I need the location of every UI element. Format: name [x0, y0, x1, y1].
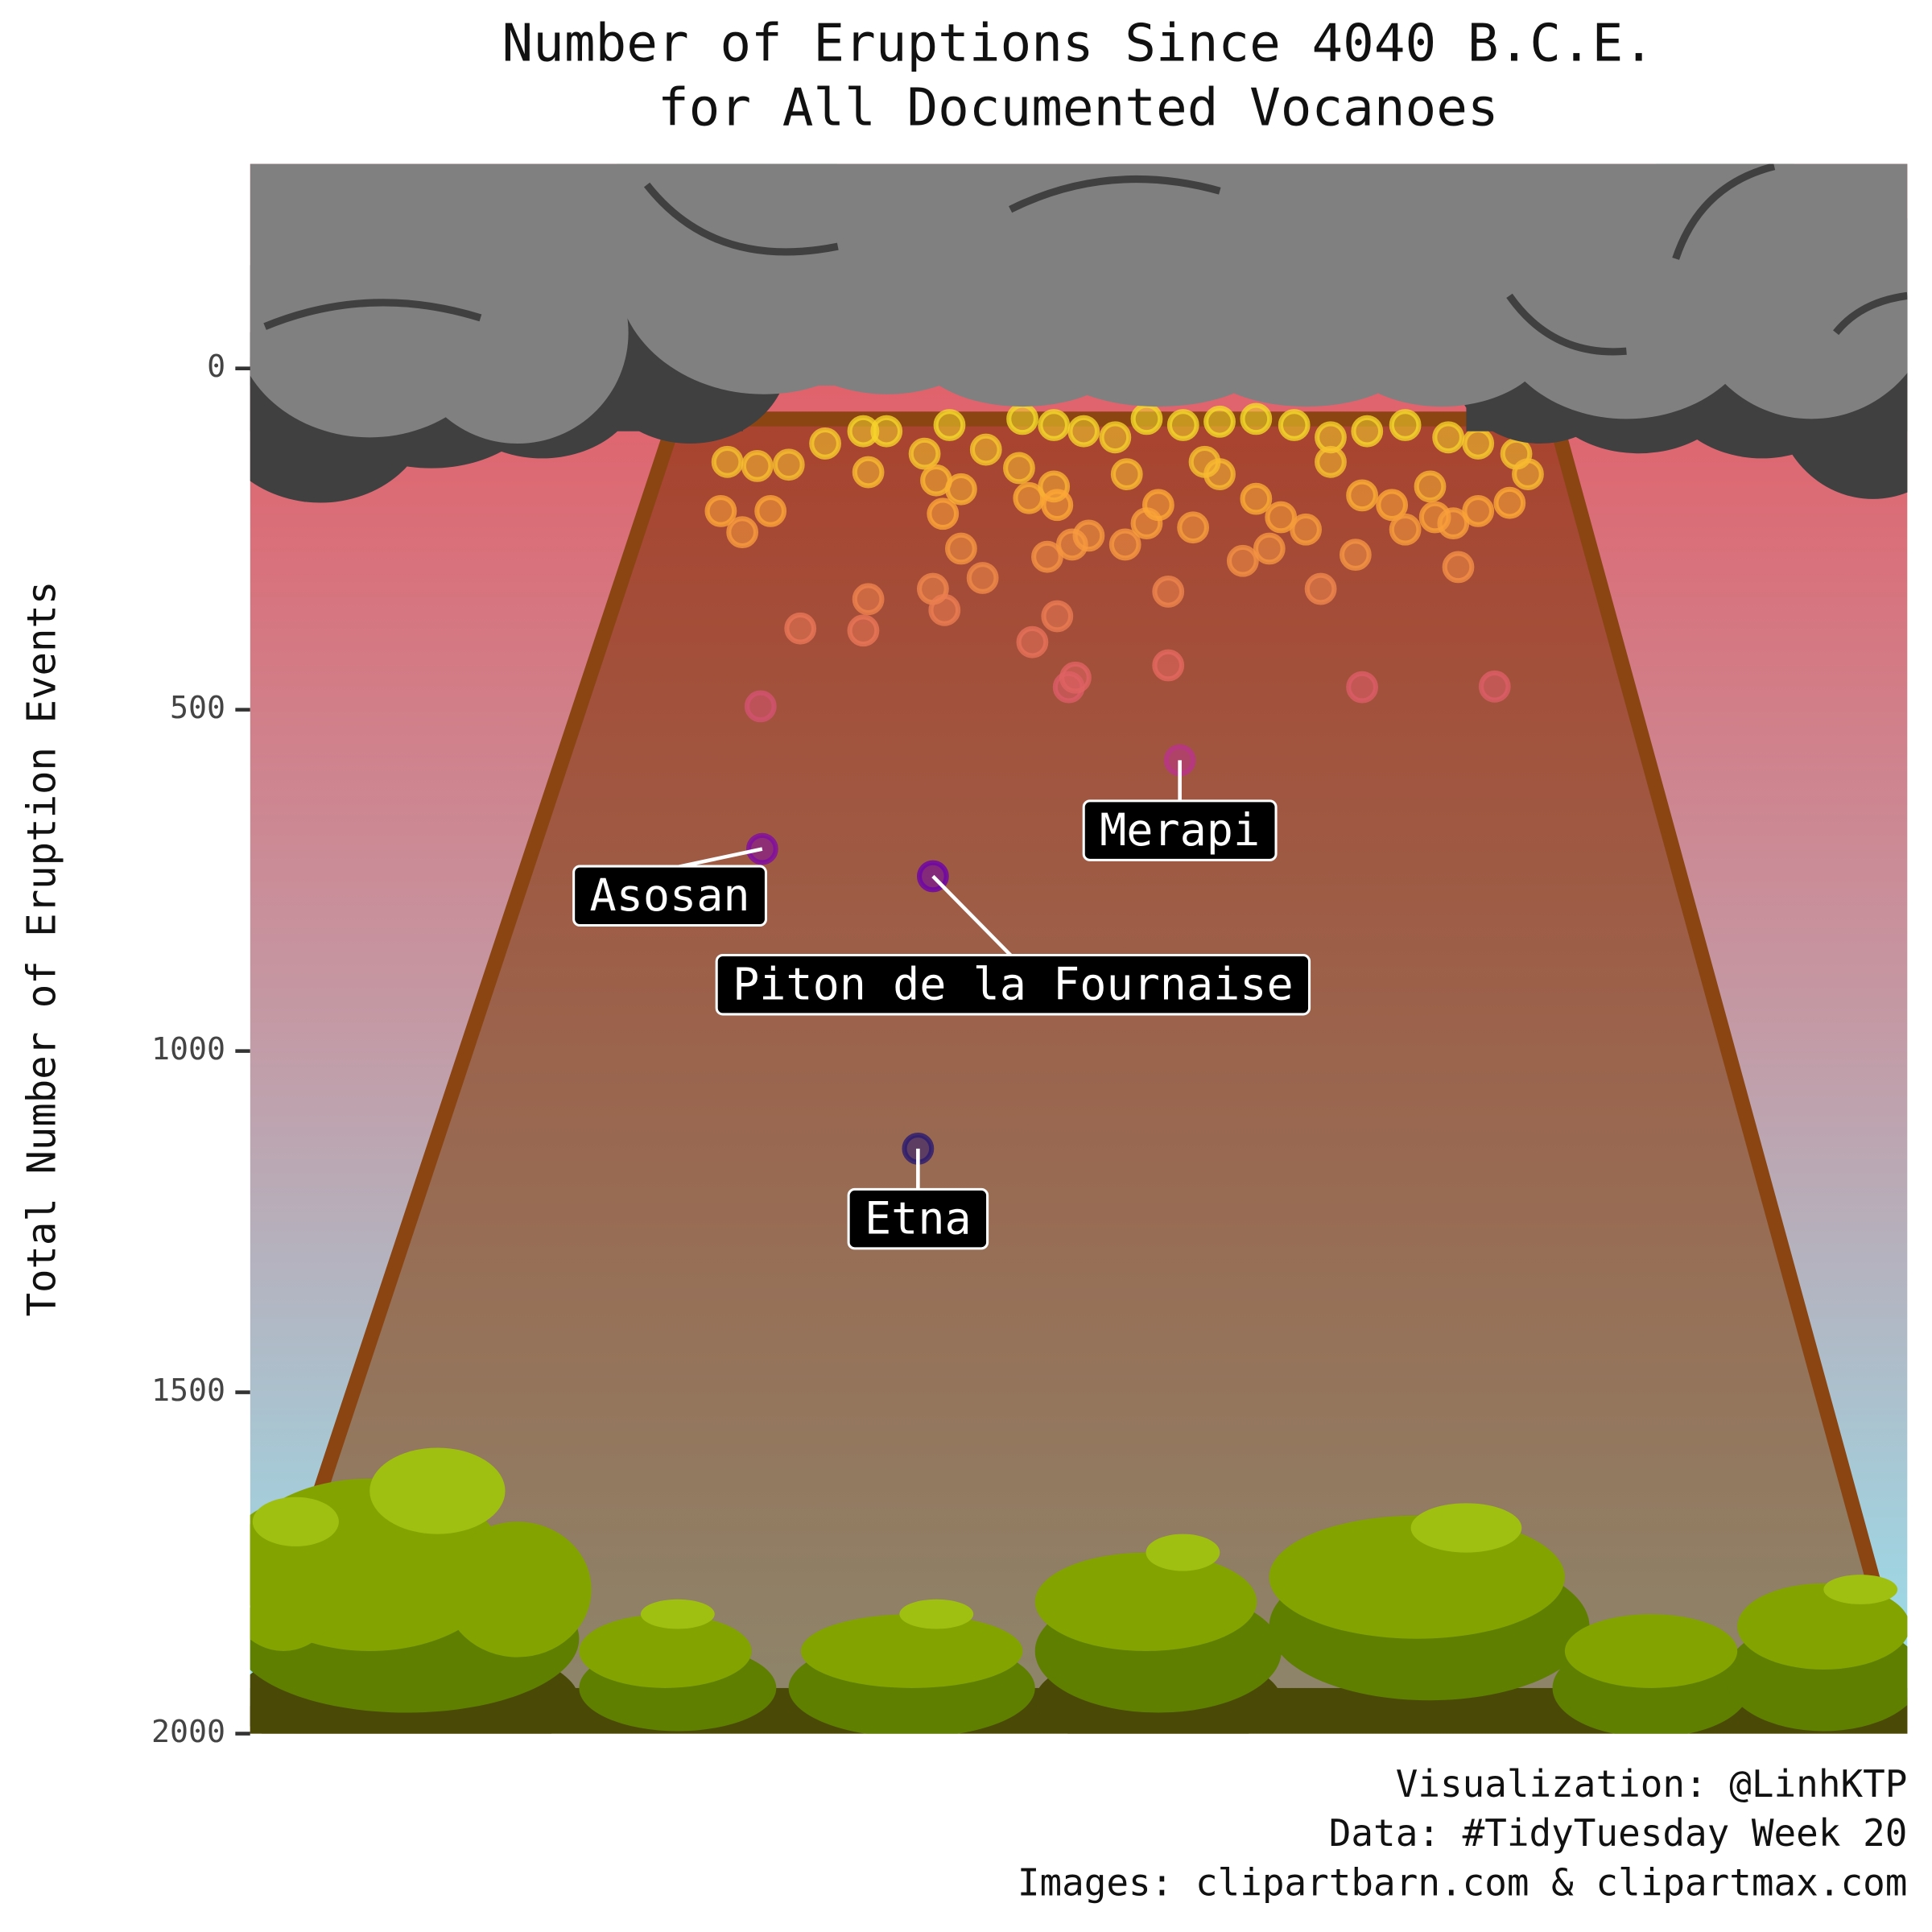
- point: [1203, 405, 1236, 438]
- point: [1290, 513, 1322, 546]
- point-label: Etna: [865, 1192, 972, 1244]
- point: [1041, 489, 1074, 522]
- caption: Data: #TidyTuesday Week 20: [1329, 1811, 1908, 1855]
- point: [969, 433, 1002, 466]
- point: [745, 832, 778, 865]
- point: [1016, 625, 1049, 658]
- caption: Visualization: @LinhKTP: [1396, 1762, 1908, 1806]
- point: [1389, 513, 1422, 546]
- point: [966, 562, 999, 594]
- point: [852, 583, 885, 616]
- point: [1013, 481, 1046, 514]
- point: [1006, 402, 1038, 436]
- point: [1253, 532, 1286, 565]
- y-axis-title: Total Number of Eruption Events: [19, 581, 65, 1317]
- clouds: [250, 163, 1908, 503]
- y-tick-label: 0: [207, 349, 225, 385]
- point: [1351, 415, 1384, 448]
- point: [741, 450, 774, 482]
- point: [1512, 458, 1544, 490]
- point: [1315, 445, 1347, 478]
- point-label: Asosan: [590, 869, 750, 921]
- bushes: [250, 1447, 1908, 1734]
- point: [1389, 409, 1422, 441]
- y-tick-label: 500: [170, 690, 225, 726]
- y-tick-label: 2000: [151, 1714, 225, 1750]
- point: [1141, 489, 1174, 522]
- point: [1462, 427, 1495, 460]
- point-label: Piton de la Fournaise: [733, 958, 1294, 1009]
- point: [944, 473, 977, 506]
- point: [1226, 544, 1259, 577]
- point: [1177, 511, 1209, 544]
- point: [1240, 482, 1273, 515]
- point: [927, 497, 960, 530]
- point: [772, 448, 805, 481]
- point: [809, 427, 841, 460]
- point: [933, 409, 966, 441]
- point: [1108, 528, 1141, 561]
- point: [744, 690, 777, 723]
- point-label: Merapi: [1100, 804, 1260, 856]
- point: [1166, 409, 1199, 441]
- point: [1304, 572, 1337, 605]
- point: [1278, 409, 1311, 441]
- point: [1437, 507, 1470, 540]
- y-tick-label: 1500: [151, 1373, 225, 1409]
- point: [1152, 576, 1185, 608]
- point: [1059, 661, 1092, 694]
- point: [1346, 479, 1378, 512]
- label-box: [847, 1187, 989, 1250]
- point: [704, 494, 737, 527]
- point: [944, 532, 977, 565]
- point: [870, 415, 903, 448]
- chart-title: for All Documented Vocanoes: [658, 77, 1499, 138]
- point: [1130, 402, 1163, 436]
- point: [1110, 458, 1143, 490]
- point: [908, 437, 941, 470]
- caption: Images: clipartbarn.com & clipartmax.com: [1018, 1860, 1908, 1904]
- point: [754, 494, 787, 527]
- point: [847, 614, 880, 647]
- point: [1003, 452, 1035, 485]
- point: [1099, 421, 1132, 454]
- point: [1038, 409, 1071, 441]
- y-tick-label: 1000: [151, 1031, 225, 1067]
- point: [1414, 470, 1447, 503]
- point: [928, 593, 961, 626]
- point: [711, 445, 744, 478]
- point: [1376, 489, 1409, 522]
- point: [1478, 670, 1511, 703]
- label-box: [715, 953, 1311, 1016]
- point: [1031, 540, 1063, 573]
- point: [1462, 494, 1495, 527]
- point: [1265, 501, 1298, 534]
- point: [1432, 421, 1465, 454]
- point: [1041, 600, 1074, 633]
- label-box: [572, 865, 767, 927]
- point: [1072, 519, 1105, 552]
- point: [726, 516, 759, 549]
- point: [1152, 649, 1185, 682]
- point: [1339, 539, 1372, 572]
- point: [1067, 415, 1100, 448]
- point: [1346, 671, 1378, 704]
- leader-line: [931, 874, 1015, 960]
- point: [784, 612, 817, 645]
- point: [852, 456, 885, 489]
- point: [1240, 402, 1273, 436]
- point: [1442, 551, 1475, 584]
- point: [1493, 486, 1526, 519]
- chart-title: Number of Eruptions Since 4040 B.C.E.: [502, 14, 1654, 74]
- label-box: [1082, 799, 1278, 861]
- annotations: Merapi Asosan Piton de la Fournaise Etna: [572, 760, 1311, 1250]
- point: [1203, 458, 1236, 490]
